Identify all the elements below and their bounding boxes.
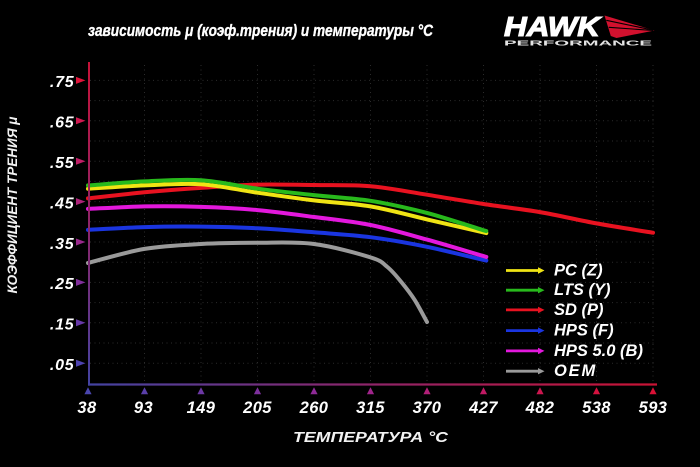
svg-text:PERFORMANCE: PERFORMANCE — [504, 39, 652, 48]
svg-text:93: 93 — [134, 399, 153, 417]
svg-text:.25: .25 — [50, 276, 75, 293]
svg-text:OEM: OEM — [554, 362, 597, 380]
svg-text:зависимость μ (коэф.трения) и: зависимость μ (коэф.трения) и температур… — [88, 22, 434, 40]
svg-text:370: 370 — [413, 399, 442, 417]
svg-text:HPS 5.0 (B): HPS 5.0 (B) — [554, 342, 643, 360]
svg-text:.15: .15 — [50, 317, 75, 334]
svg-text:.55: .55 — [50, 155, 75, 172]
svg-text:538: 538 — [582, 399, 611, 417]
svg-text:205: 205 — [242, 399, 272, 417]
svg-text:.75: .75 — [50, 74, 75, 91]
svg-text:482: 482 — [525, 399, 555, 417]
svg-text:149: 149 — [187, 399, 216, 417]
svg-text:.35: .35 — [50, 236, 75, 253]
svg-text:38: 38 — [77, 399, 97, 417]
svg-text:593: 593 — [639, 399, 668, 417]
svg-text:.05: .05 — [50, 357, 75, 374]
svg-text:HPS (F): HPS (F) — [554, 322, 614, 340]
svg-text:LTS (Y): LTS (Y) — [554, 281, 611, 299]
svg-text:260: 260 — [299, 399, 329, 417]
svg-text:.65: .65 — [50, 115, 75, 132]
svg-text:427: 427 — [468, 399, 498, 417]
svg-text:ТЕМПЕРАТУРА °C: ТЕМПЕРАТУРА °C — [293, 429, 449, 446]
svg-text:.45: .45 — [50, 195, 75, 212]
svg-text:КОЭФФИЦИЕНТ ТРЕНИЯ μ: КОЭФФИЦИЕНТ ТРЕНИЯ μ — [5, 117, 20, 294]
svg-text:315: 315 — [356, 399, 385, 417]
svg-text:SD (P): SD (P) — [554, 301, 604, 319]
svg-text:PC (Z): PC (Z) — [554, 262, 603, 280]
svg-text:HAWK: HAWK — [504, 11, 602, 42]
